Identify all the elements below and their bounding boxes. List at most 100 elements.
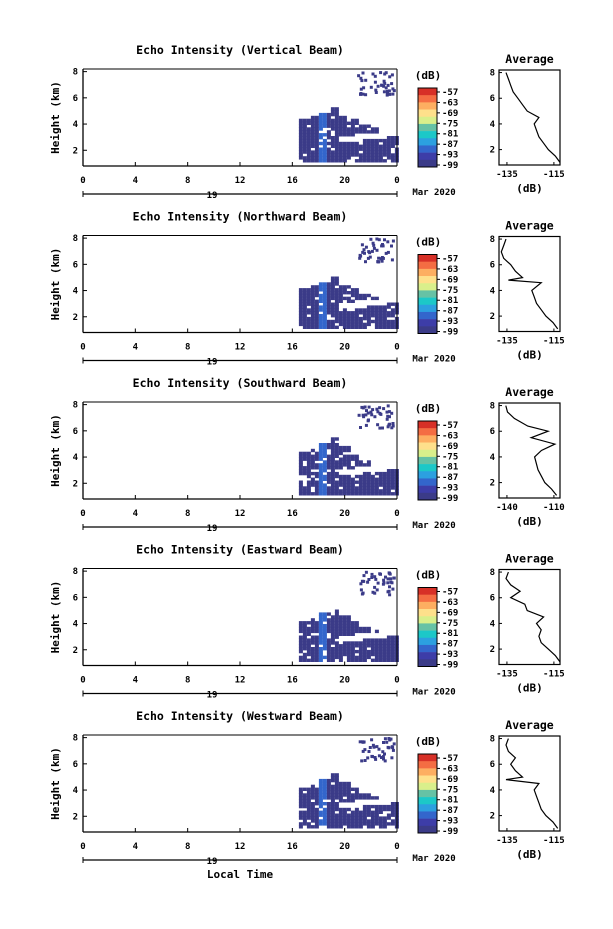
colorbar-frame: [417, 254, 438, 334]
echo-cell: [350, 147, 355, 151]
colorbar-segment: [418, 782, 437, 791]
echo-cell: [318, 480, 323, 484]
echo-cell: [362, 293, 367, 298]
echo-cell: [318, 127, 323, 131]
echo-cell: [366, 810, 371, 814]
echo-cell: [330, 773, 335, 777]
echo-cell: [338, 285, 343, 289]
echo-cell: [386, 483, 391, 487]
echo-cell: [306, 153, 311, 157]
echo-cell: [375, 248, 379, 252]
echo-cell: [362, 463, 367, 467]
echo-cell: [370, 249, 374, 253]
echo-cell: [302, 314, 307, 318]
echo-cell: [326, 153, 331, 157]
average-y-tick-label: 8: [490, 568, 495, 578]
echo-cell: [338, 477, 343, 481]
echo-cell: [314, 124, 319, 128]
echo-cell: [310, 296, 315, 301]
echo-cell: [362, 248, 366, 252]
echo-cell: [366, 463, 371, 467]
echo-cell: [361, 92, 365, 96]
echo-cell: [334, 115, 339, 120]
echo-cell: [386, 649, 391, 654]
echo-cell: [358, 474, 363, 479]
echo-cell: [373, 575, 377, 579]
echo-cell: [326, 159, 331, 163]
echo-cell: [310, 649, 315, 654]
echo-cell: [314, 641, 319, 645]
echo-cell: [310, 118, 315, 123]
echo-cell: [378, 138, 383, 143]
echo-cell: [322, 629, 327, 634]
echo-cell: [306, 471, 311, 476]
y-axis-label: Height (km): [49, 414, 62, 487]
echo-cell: [373, 74, 377, 78]
colorbar-unit: (dB): [415, 402, 442, 415]
echo-cell: [374, 658, 379, 662]
echo-cell: [322, 644, 327, 648]
echo-cell: [354, 291, 359, 295]
echo-cell: [391, 422, 395, 425]
echo-cell: [326, 322, 331, 327]
echo-cell: [346, 448, 351, 453]
echo-cell: [310, 638, 315, 642]
echo-cell: [314, 121, 319, 125]
echo-cell: [326, 793, 331, 797]
y-tick-label: 2: [73, 479, 78, 489]
echo-cell: [326, 150, 331, 154]
echo-cell: [334, 147, 339, 151]
echo-cell: [380, 259, 384, 263]
echo-cell: [358, 740, 362, 744]
echo-cell: [350, 130, 355, 134]
echo-cell: [298, 825, 303, 829]
echo-cell: [342, 448, 347, 453]
echo-cell: [298, 451, 303, 456]
echo-cell: [302, 150, 307, 154]
echo-cell: [350, 813, 355, 817]
echo-cell: [350, 288, 355, 292]
echo-cell: [318, 635, 323, 639]
echo-cell: [350, 655, 355, 660]
echo-cell: [318, 483, 323, 487]
echo-cell: [354, 322, 359, 327]
echo-cell: [334, 471, 339, 476]
echo-cell: [362, 638, 367, 642]
average-x-label: (dB): [516, 515, 543, 528]
echo-cell: [306, 474, 311, 479]
echo-cell: [334, 612, 339, 616]
echo-cell: [334, 138, 339, 143]
echo-cell: [350, 652, 355, 657]
echo-cell: [342, 816, 347, 820]
echo-cell: [350, 816, 355, 820]
echo-cell: [342, 629, 347, 634]
echo-cell: [390, 308, 395, 312]
echo-cell: [306, 649, 311, 654]
echo-cell: [342, 314, 347, 318]
echo-cell: [354, 141, 359, 146]
echo-cell: [390, 635, 395, 639]
echo-cell: [368, 251, 372, 255]
echo-cell: [382, 144, 387, 148]
echo-cell: [366, 580, 370, 584]
echo-cell: [314, 793, 319, 797]
echo-cell: [385, 93, 389, 97]
echo-cell: [378, 652, 383, 657]
colorbar-segment: [418, 102, 437, 110]
colorbar-tick-label: -99: [442, 494, 458, 504]
echo-cell: [322, 112, 327, 117]
average-profile-line: [500, 238, 559, 330]
echo-cell: [306, 652, 311, 657]
echo-cell: [382, 471, 387, 476]
echo-cell: [358, 316, 363, 321]
echo-cell: [387, 410, 391, 414]
echo-cell: [330, 810, 335, 814]
echo-cell: [350, 483, 355, 487]
echo-cell: [338, 644, 343, 648]
echo-cell: [330, 138, 335, 143]
echo-cell: [354, 822, 359, 826]
echo-cell: [306, 810, 311, 814]
echo-cell: [298, 629, 303, 634]
echo-cell: [330, 629, 335, 634]
